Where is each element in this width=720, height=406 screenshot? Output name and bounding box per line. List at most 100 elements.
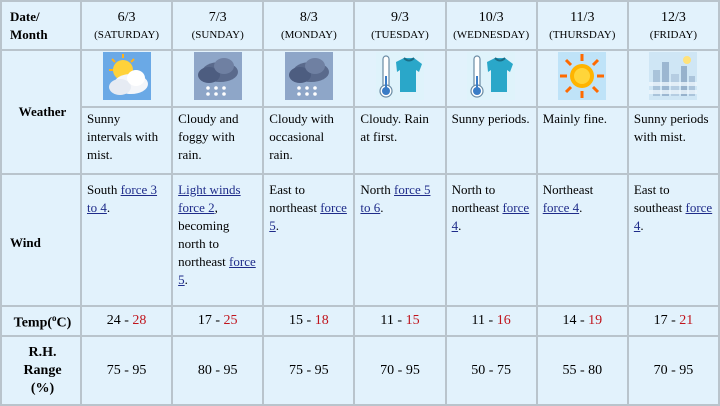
weather-icon-cell bbox=[628, 51, 718, 107]
wind-direction-text: East to northeast bbox=[269, 182, 321, 216]
temperature-range: 15 - 18 bbox=[264, 306, 354, 336]
cold-thermometer-sweater-icon bbox=[376, 52, 424, 100]
cloudy-rain-icon bbox=[194, 52, 242, 100]
humidity-range: 75 - 95 bbox=[82, 337, 172, 404]
wind-text: . bbox=[458, 218, 462, 234]
temp-label-prefix: Temp( bbox=[13, 315, 53, 331]
weather-description: Cloudy with occasional rain. bbox=[264, 108, 354, 174]
wind-direction-text: North to northeast bbox=[451, 182, 503, 216]
temperature-separator: - bbox=[485, 312, 497, 328]
temperature-row: Temp(oC) 24 - 28 17 - 25 15 - 18 11 - 15 11 … bbox=[2, 306, 718, 336]
rh-label-line1: R.H. bbox=[28, 344, 57, 360]
day-of-week: (TUESDAY) bbox=[371, 28, 429, 41]
max-temperature: 19 bbox=[588, 312, 603, 328]
day-header: 11/3 (THURSDAY) bbox=[537, 2, 627, 50]
max-temperature: 16 bbox=[496, 312, 511, 328]
rh-label-line3: (%) bbox=[30, 380, 55, 396]
weather-description: Cloudy and foggy with rain. bbox=[173, 108, 263, 174]
cold-thermometer-sweater-icon bbox=[467, 52, 515, 100]
max-temperature: 15 bbox=[405, 312, 420, 328]
day-of-week: (FRIDAY) bbox=[649, 28, 698, 41]
day-of-week: (SATURDAY) bbox=[94, 28, 160, 41]
temp-label-suffix: C) bbox=[56, 315, 72, 331]
weather-icon-cell bbox=[446, 51, 536, 107]
weather-icon-cell bbox=[355, 51, 445, 107]
weather-description: Cloudy. Rain at first. bbox=[355, 108, 445, 174]
temp-label-degree: o bbox=[52, 313, 57, 324]
weather-icon-cell bbox=[82, 51, 172, 107]
wind-text: . bbox=[579, 200, 583, 216]
wind-force-link[interactable]: force 5 bbox=[269, 200, 347, 234]
wind-text: . bbox=[275, 218, 280, 234]
min-temperature: 17 bbox=[197, 312, 212, 328]
day-date: 10/3 bbox=[478, 9, 504, 25]
temperature-range: 11 - 15 bbox=[355, 306, 445, 336]
rh-label-line2: Range bbox=[23, 362, 62, 378]
weather-row-label: Weather bbox=[2, 51, 80, 174]
temperature-range: 17 - 25 bbox=[173, 306, 263, 336]
wind-description: South force 3 to 4. bbox=[82, 175, 172, 305]
wind-force-link[interactable]: force 4 bbox=[542, 200, 580, 216]
day-header: 10/3 (WEDNESDAY) bbox=[446, 2, 536, 50]
date-month-header: Date/ Month bbox=[2, 2, 80, 50]
day-of-week: (WEDNESDAY) bbox=[453, 28, 530, 41]
temperature-separator: - bbox=[303, 312, 315, 328]
min-temperature: 11 bbox=[380, 312, 394, 328]
date-row: Date/ Month 6/3 (SATURDAY) 7/3 (SUNDAY) 8/3 (… bbox=[2, 2, 718, 50]
weather-description: Mainly fine. bbox=[537, 108, 627, 174]
temperature-range: 11 - 16 bbox=[446, 306, 536, 336]
wind-text: , becoming north to northeast bbox=[178, 200, 230, 270]
wind-direction-text: North bbox=[360, 182, 395, 198]
weather-icon-cell bbox=[537, 51, 627, 107]
weather-text-row: Sunny intervals with mist. Cloudy and fog… bbox=[2, 108, 718, 174]
humidity-range: 50 - 75 bbox=[446, 337, 536, 404]
wind-force-link[interactable]: force 5 to 6 bbox=[360, 182, 431, 216]
day-date: 11/3 bbox=[570, 9, 595, 25]
weather-description: Sunny periods with mist. bbox=[628, 108, 718, 174]
day-date: 6/3 bbox=[117, 9, 136, 25]
temperature-range: 24 - 28 bbox=[82, 306, 172, 336]
wind-direction-text: East to southeast bbox=[633, 182, 686, 216]
humidity-row: R.H. Range (%) 75 - 95 80 - 95 75 - 95 70 -… bbox=[2, 337, 718, 404]
day-date: 8/3 bbox=[299, 9, 318, 25]
max-temperature: 21 bbox=[679, 312, 694, 328]
day-header: 7/3 (SUNDAY) bbox=[173, 2, 263, 50]
temperature-separator: - bbox=[211, 312, 224, 328]
wind-description: Light winds force 2, becoming north to n… bbox=[173, 175, 263, 305]
min-temperature: 14 bbox=[562, 312, 577, 328]
wind-force-link[interactable]: force 4 bbox=[633, 200, 713, 234]
wind-force-link[interactable]: force 4 bbox=[451, 200, 530, 234]
wind-force-link[interactable]: Light winds force 2 bbox=[178, 182, 241, 216]
wind-description: East to northeast force 5. bbox=[264, 175, 354, 305]
wind-description: Northeast force 4. bbox=[537, 175, 627, 305]
sunny-intervals-cloud-icon bbox=[103, 52, 151, 100]
day-header: 9/3 (TUESDAY) bbox=[355, 2, 445, 50]
max-temperature: 28 bbox=[132, 312, 147, 328]
temperature-separator: - bbox=[667, 312, 680, 328]
min-temperature: 11 bbox=[471, 312, 486, 328]
wind-direction-text: Northeast bbox=[542, 182, 594, 198]
wind-row: Wind South force 3 to 4. Light winds forc… bbox=[2, 175, 718, 305]
sunny-icon bbox=[558, 52, 606, 100]
wind-description: East to southeast force 4. bbox=[628, 175, 718, 305]
humidity-range: 70 - 95 bbox=[355, 337, 445, 404]
weather-icon-row: Weather bbox=[2, 51, 718, 174]
min-temperature: 17 bbox=[653, 312, 668, 328]
weather-icon-cell bbox=[264, 51, 354, 107]
day-of-week: (MONDAY) bbox=[280, 28, 337, 41]
mist-city-icon bbox=[649, 52, 697, 100]
day-of-week: (THURSDAY) bbox=[549, 28, 616, 41]
weather-description: Sunny intervals with mist. bbox=[82, 108, 172, 174]
temperature-separator: - bbox=[576, 312, 589, 328]
month-header-label: Month bbox=[10, 26, 48, 42]
wind-force-link[interactable]: force 5 bbox=[178, 254, 256, 288]
wind-row-label: Wind bbox=[2, 175, 80, 305]
wind-description: North to northeast force 4. bbox=[446, 175, 536, 305]
wind-force-link[interactable]: force 3 to 4 bbox=[87, 182, 158, 216]
humidity-range: 75 - 95 bbox=[264, 337, 354, 404]
max-temperature: 25 bbox=[223, 312, 238, 328]
humidity-range: 70 - 95 bbox=[628, 337, 718, 404]
wind-text: . bbox=[184, 272, 188, 288]
humidity-range: 55 - 80 bbox=[537, 337, 627, 404]
